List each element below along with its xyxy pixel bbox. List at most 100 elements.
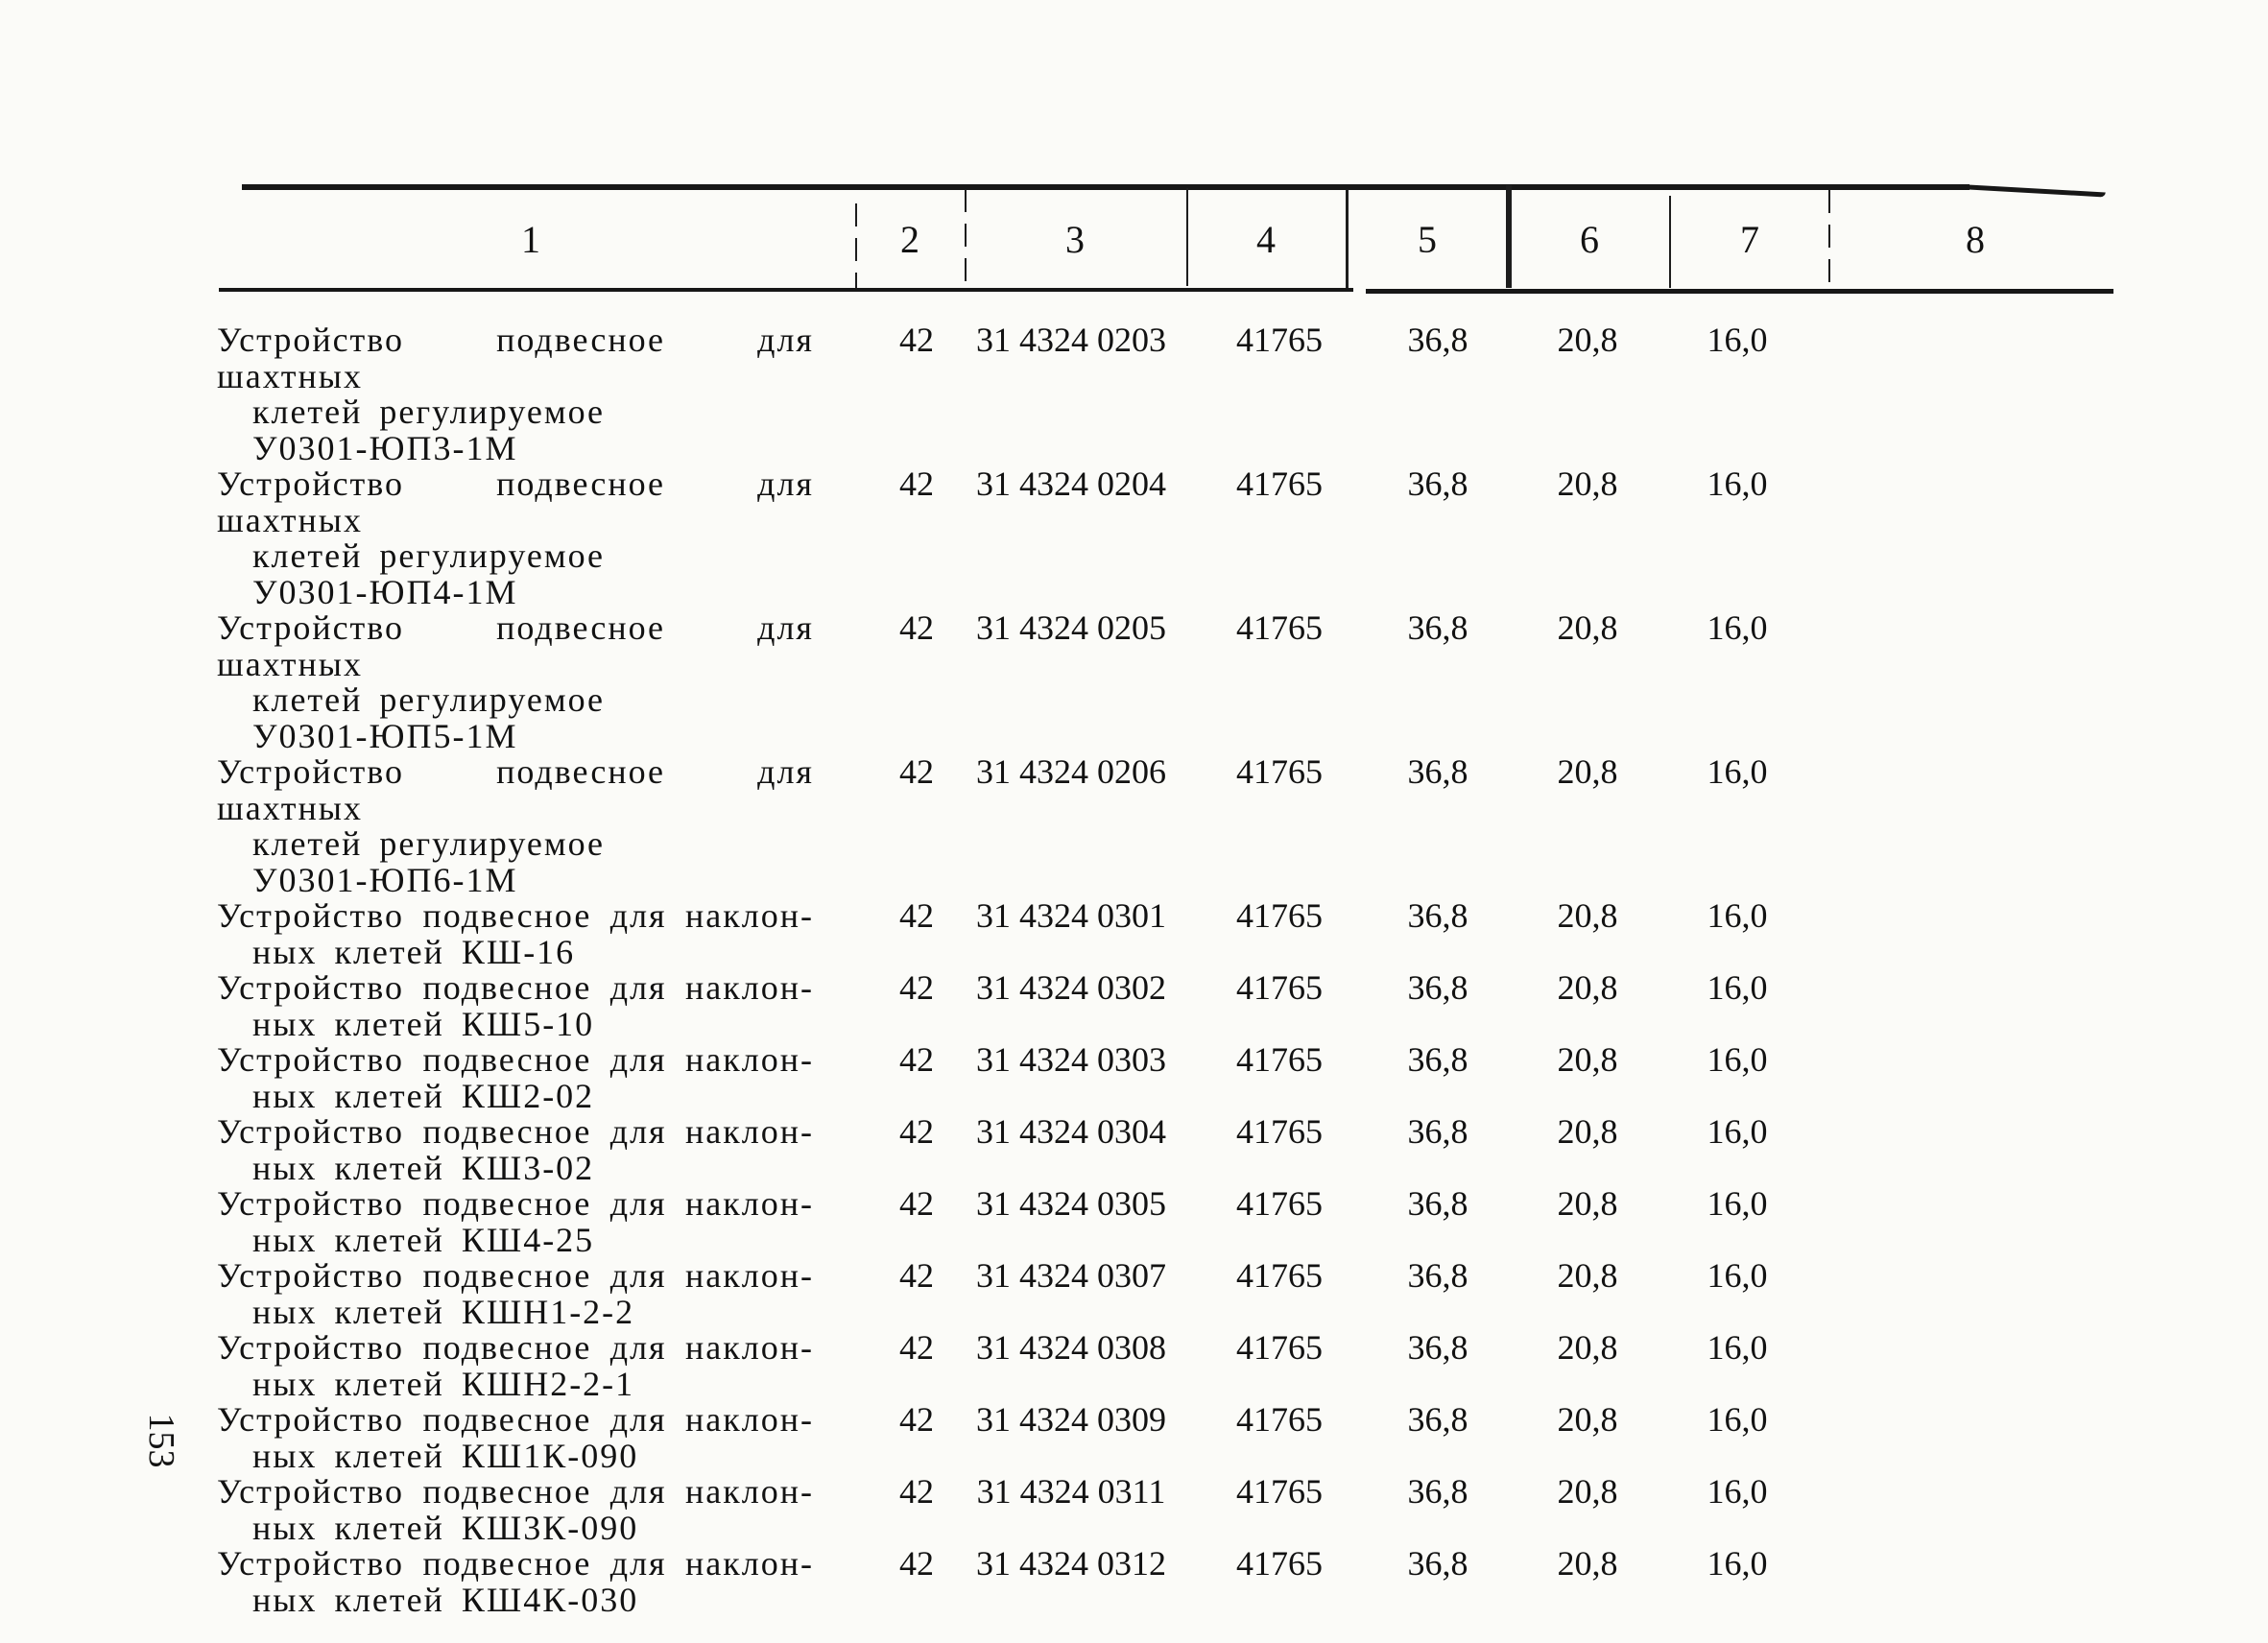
cell-col-7: 16,0 bbox=[1707, 1328, 1768, 1367]
row-description: Устройство подвесное для шахтных клетей … bbox=[217, 465, 814, 611]
description-line-1: Устройство подвесное для наклон- bbox=[217, 1256, 814, 1295]
description-line-3: У0301-ЮП4-1М bbox=[252, 572, 518, 611]
cell-col-5: 36,8 bbox=[1407, 608, 1468, 647]
cell-col-2: 42 bbox=[899, 1040, 934, 1079]
table-row: 42 31 4324 0203 41765 36,8 20,8 16,0 Уст… bbox=[0, 321, 2268, 466]
description-line-2: ных клетей КШ3-02 bbox=[252, 1148, 595, 1187]
header-col-6: 6 bbox=[1580, 218, 1599, 261]
cell-col-3-code: 31 4324 0204 bbox=[976, 464, 1166, 503]
table-row: 42 31 4324 0304 41765 36,8 20,8 16,0 Уст… bbox=[0, 1112, 2268, 1187]
table-row: 42 31 4324 0301 41765 36,8 20,8 16,0 Уст… bbox=[0, 896, 2268, 971]
row-description: Устройство подвесное для наклон- ных кле… bbox=[217, 1256, 814, 1331]
cell-col-2: 42 bbox=[899, 1472, 934, 1511]
table-row: 42 31 4324 0303 41765 36,8 20,8 16,0 Уст… bbox=[0, 1040, 2268, 1115]
description-line-2: ных клетей КШ4К-030 bbox=[252, 1580, 639, 1619]
cell-col-7: 16,0 bbox=[1707, 968, 1768, 1007]
row-description: Устройство подвесное для наклон- ных кле… bbox=[217, 1329, 814, 1402]
description-line-2: клетей регулируемое bbox=[252, 824, 606, 863]
description-line-2: ных клетей КШ2-02 bbox=[252, 1076, 595, 1115]
header-underline-right bbox=[1366, 289, 2113, 294]
cell-col-6: 20,8 bbox=[1557, 1544, 1618, 1583]
description-line-1: Устройство подвесное для шахтных bbox=[217, 608, 814, 683]
cell-col-3-code: 31 4324 0312 bbox=[976, 1544, 1166, 1583]
row-values: 42 31 4324 0206 41765 36,8 20,8 16,0 bbox=[0, 752, 2268, 791]
cell-col-4: 41765 bbox=[1236, 896, 1323, 935]
row-values: 42 31 4324 0311 41765 36,8 20,8 16,0 bbox=[0, 1472, 2268, 1511]
header-col-5: 5 bbox=[1418, 218, 1437, 261]
cell-col-3-code: 31 4324 0205 bbox=[976, 608, 1166, 647]
description-line-1: Устройство подвесное для наклон- bbox=[217, 1472, 814, 1511]
cell-col-3-code: 31 4324 0307 bbox=[976, 1256, 1166, 1295]
row-values: 42 31 4324 0312 41765 36,8 20,8 16,0 bbox=[0, 1544, 2268, 1583]
table-row: 42 31 4324 0204 41765 36,8 20,8 16,0 Уст… bbox=[0, 464, 2268, 611]
cell-col-3-code: 31 4324 0309 bbox=[976, 1400, 1166, 1439]
cell-col-5: 36,8 bbox=[1407, 1112, 1468, 1151]
row-values: 42 31 4324 0308 41765 36,8 20,8 16,0 bbox=[0, 1328, 2268, 1367]
description-line-1: Устройство подвесное для наклон- bbox=[217, 968, 814, 1007]
cell-col-3-code: 31 4324 0203 bbox=[976, 321, 1166, 359]
cell-col-2: 42 bbox=[899, 752, 934, 791]
cell-col-5: 36,8 bbox=[1407, 321, 1468, 359]
cell-col-4: 41765 bbox=[1236, 1112, 1323, 1151]
cell-col-6: 20,8 bbox=[1557, 896, 1618, 935]
cell-col-5: 36,8 bbox=[1407, 896, 1468, 935]
description-line-2: ных клетей КШ3К-090 bbox=[252, 1508, 639, 1547]
cell-col-6: 20,8 bbox=[1557, 1040, 1618, 1079]
description-line-1: Устройство подвесное для наклон- bbox=[217, 1112, 814, 1151]
table-row: 42 31 4324 0206 41765 36,8 20,8 16,0 Уст… bbox=[0, 752, 2268, 898]
cell-col-7: 16,0 bbox=[1707, 1256, 1768, 1295]
description-line-2: ных клетей КШН1-2-2 bbox=[252, 1292, 635, 1331]
row-description: Устройство подвесное для наклон- ных кле… bbox=[217, 968, 814, 1043]
table-row: 42 31 4324 0307 41765 36,8 20,8 16,0 Уст… bbox=[0, 1256, 2268, 1331]
column-separator-5-6 bbox=[1506, 185, 1512, 288]
table-top-rule-curved-end bbox=[1959, 184, 2106, 198]
cell-col-2: 42 bbox=[899, 1400, 934, 1439]
row-description: Устройство подвесное для наклон- ных кле… bbox=[217, 897, 814, 971]
cell-col-6: 20,8 bbox=[1557, 1184, 1618, 1223]
cell-col-5: 36,8 bbox=[1407, 464, 1468, 503]
description-line-2: клетей регулируемое bbox=[252, 680, 606, 719]
cell-col-4: 41765 bbox=[1236, 1184, 1323, 1223]
cell-col-3-code: 31 4324 0302 bbox=[976, 968, 1166, 1007]
description-line-3: У0301-ЮП5-1М bbox=[252, 716, 518, 755]
cell-col-7: 16,0 bbox=[1707, 1040, 1768, 1079]
row-description: Устройство подвесное для наклон- ных кле… bbox=[217, 1401, 814, 1474]
header-col-4: 4 bbox=[1256, 218, 1276, 261]
cell-col-7: 16,0 bbox=[1707, 1400, 1768, 1439]
row-values: 42 31 4324 0204 41765 36,8 20,8 16,0 bbox=[0, 464, 2268, 503]
cell-col-5: 36,8 bbox=[1407, 1184, 1468, 1223]
header-col-2: 2 bbox=[900, 218, 919, 261]
description-line-2: ных клетей КШ5-10 bbox=[252, 1004, 595, 1043]
cell-col-6: 20,8 bbox=[1557, 1328, 1618, 1367]
cell-col-5: 36,8 bbox=[1407, 1256, 1468, 1295]
cell-col-5: 36,8 bbox=[1407, 752, 1468, 791]
cell-col-3-code: 31 4324 0308 bbox=[976, 1328, 1166, 1367]
cell-col-6: 20,8 bbox=[1557, 321, 1618, 359]
header-col-3: 3 bbox=[1065, 218, 1085, 261]
row-description: Устройство подвесное для наклон- ных кле… bbox=[217, 1041, 814, 1115]
cell-col-2: 42 bbox=[899, 1544, 934, 1583]
row-values: 42 31 4324 0205 41765 36,8 20,8 16,0 bbox=[0, 608, 2268, 647]
row-description: Устройство подвесное для наклон- ных кле… bbox=[217, 1472, 814, 1547]
description-line-2: клетей регулируемое bbox=[252, 393, 606, 431]
cell-col-4: 41765 bbox=[1236, 968, 1323, 1007]
description-line-2: ных клетей КШ-16 bbox=[252, 932, 576, 971]
cell-col-4: 41765 bbox=[1236, 321, 1323, 359]
cell-col-6: 20,8 bbox=[1557, 464, 1618, 503]
cell-col-2: 42 bbox=[899, 608, 934, 647]
cell-col-7: 16,0 bbox=[1707, 1472, 1768, 1511]
row-values: 42 31 4324 0303 41765 36,8 20,8 16,0 bbox=[0, 1040, 2268, 1079]
cell-col-3-code: 31 4324 0305 bbox=[976, 1184, 1166, 1223]
cell-col-4: 41765 bbox=[1236, 1544, 1323, 1583]
page-number: 153 bbox=[141, 1413, 181, 1468]
cell-col-5: 36,8 bbox=[1407, 968, 1468, 1007]
cell-col-5: 36,8 bbox=[1407, 1544, 1468, 1583]
cell-col-4: 41765 bbox=[1236, 1040, 1323, 1079]
cell-col-2: 42 bbox=[899, 896, 934, 935]
cell-col-2: 42 bbox=[899, 968, 934, 1007]
cell-col-2: 42 bbox=[899, 1328, 934, 1367]
cell-col-5: 36,8 bbox=[1407, 1472, 1468, 1511]
table-body: 42 31 4324 0203 41765 36,8 20,8 16,0 Уст… bbox=[0, 321, 2268, 1619]
row-values: 42 31 4324 0305 41765 36,8 20,8 16,0 bbox=[0, 1184, 2268, 1223]
